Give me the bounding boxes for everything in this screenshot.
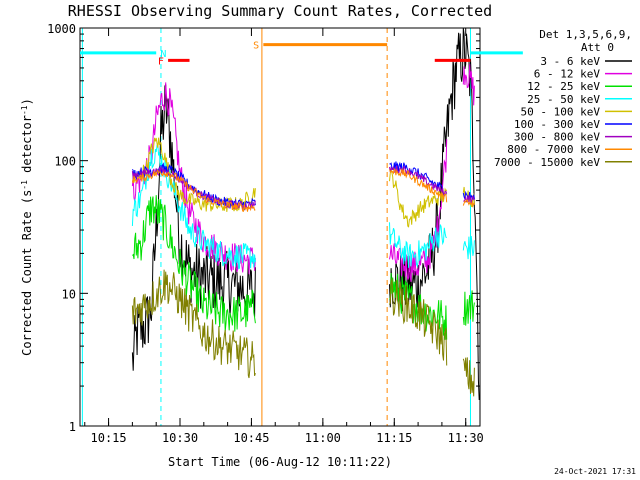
plot-frame [79, 27, 481, 427]
legend-label-1: 6 - 12 keV [534, 68, 601, 81]
y-tick-label-2: 100 [54, 155, 76, 169]
legend-label-4: 50 - 100 keV [521, 105, 601, 118]
flag-label-2: F [158, 56, 164, 67]
plot-area [81, 28, 480, 426]
x-tick-label-1: 10:30 [162, 431, 198, 445]
y-tick-label-0: 1 [69, 420, 76, 434]
x-tick-label-5: 11:30 [448, 431, 484, 445]
series-line-3 [131, 142, 475, 270]
chart-title: RHESSI Observing Summary Count Rates, Co… [68, 2, 492, 20]
series-line-0 [131, 28, 480, 401]
series-line-7 [131, 167, 475, 212]
legend-label-2: 12 - 25 keV [527, 80, 600, 93]
legend-header-detectors: Det 1,3,5,6,9, [539, 28, 632, 41]
y-tick-label-1: 10 [62, 287, 76, 301]
x-tick-label-3: 11:00 [305, 431, 341, 445]
y-tick-label-3: 1000 [47, 22, 76, 36]
y-axis-ticks: 1 10 100 1000 [47, 22, 480, 434]
legend-label-5: 100 - 300 keV [514, 118, 600, 131]
x-tick-label-4: 11:15 [376, 431, 412, 445]
series-line-8 [131, 269, 475, 397]
flag-label-1: N [160, 49, 166, 60]
legend-label-6: 300 - 800 keV [514, 131, 600, 144]
x-tick-label-0: 10:15 [91, 431, 127, 445]
legend-header-attenuator: Att 0 [581, 41, 614, 54]
footer-date: 24-Oct-2021 17:31 [554, 467, 636, 476]
x-axis-label: Start Time (06-Aug-12 10:11:22) [168, 455, 392, 469]
x-axis-ticks: 10:15 10:30 10:45 11:00 11:15 11:30 [84, 28, 484, 445]
x-tick-label-2: 10:45 [233, 431, 269, 445]
legend-label-7: 800 - 7000 keV [507, 143, 600, 156]
series-line-1 [131, 63, 475, 282]
legend-label-8: 7000 - 15000 keV [494, 156, 600, 169]
legend-label-0: 3 - 6 keV [540, 55, 600, 68]
legend-label-3: 25 - 50 keV [527, 93, 600, 106]
y-axis-label: Corrected Count Rate (s-1 detector-1) [20, 98, 35, 356]
flag-label-3: S [253, 41, 259, 52]
